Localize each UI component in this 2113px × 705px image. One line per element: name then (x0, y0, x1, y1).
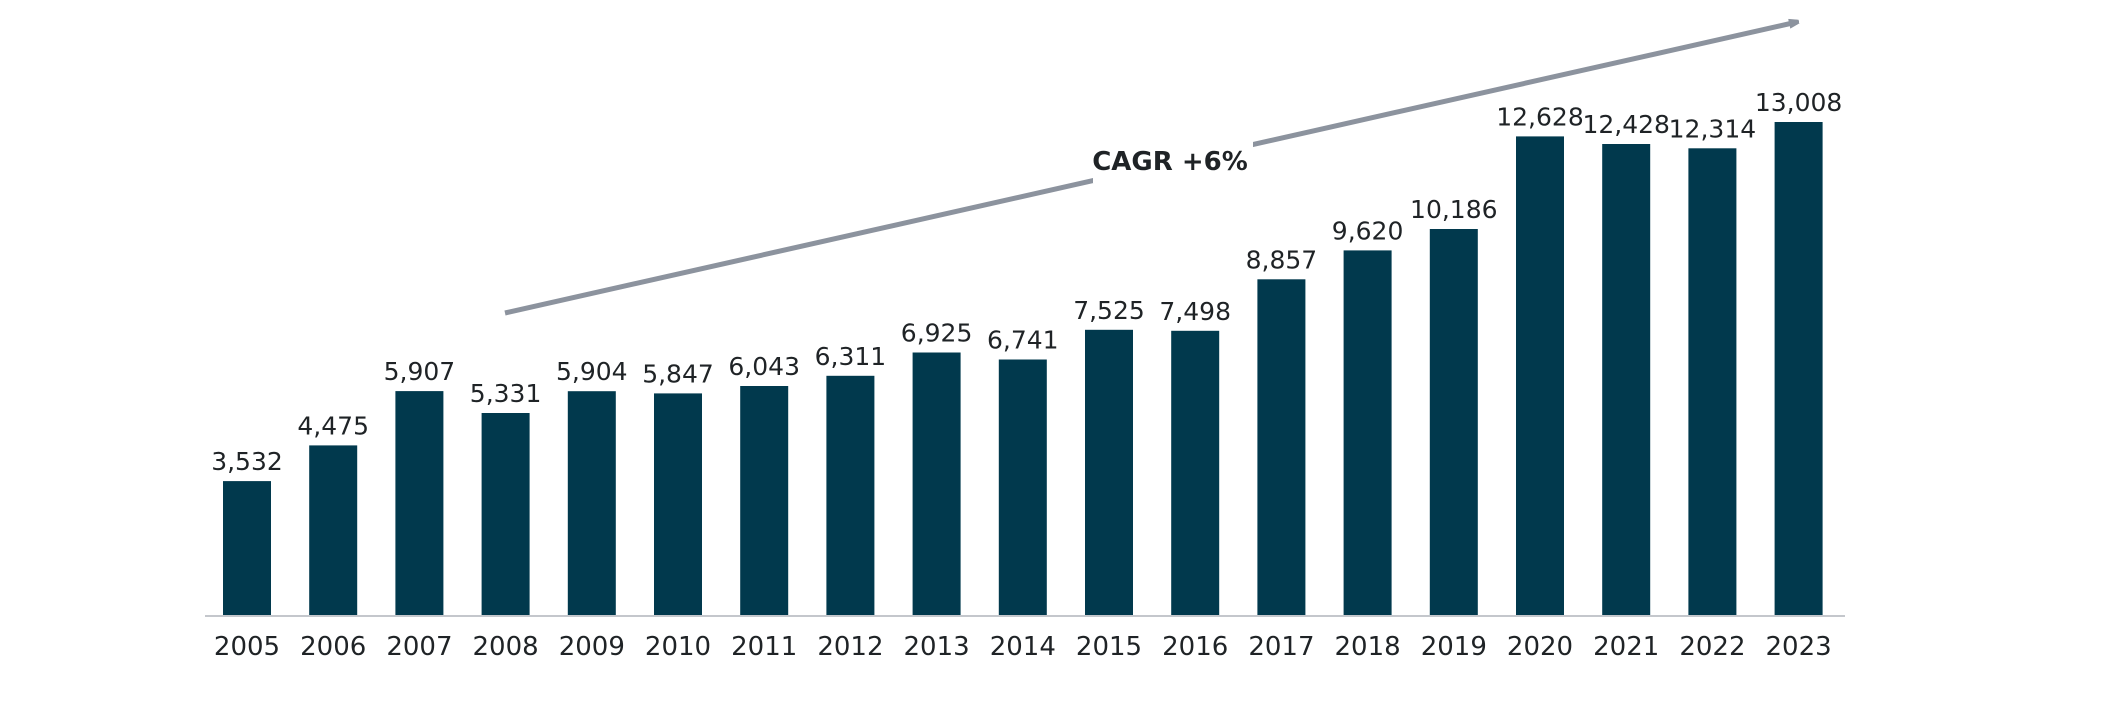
x-tick-2009: 2009 (559, 632, 625, 662)
bar-2023 (1774, 122, 1823, 615)
x-tick-2023: 2023 (1766, 632, 1832, 662)
value-label-2016: 7,498 (1159, 297, 1231, 326)
x-tick-2018: 2018 (1335, 632, 1401, 662)
x-tick-2017: 2017 (1248, 632, 1314, 662)
value-label-2014: 6,741 (987, 326, 1059, 355)
cagr-annotation: CAGR +6% (1092, 147, 1248, 177)
bar-2016 (1171, 330, 1220, 615)
bar-2018 (1343, 250, 1392, 615)
bar-2011 (740, 386, 789, 615)
x-tick-2007: 2007 (386, 632, 452, 662)
bar-2014 (998, 359, 1047, 615)
bar-2010 (654, 393, 702, 615)
x-tick-2005: 2005 (214, 632, 280, 662)
x-tick-2011: 2011 (731, 632, 797, 662)
value-label-2005: 3,532 (211, 447, 283, 476)
bars-layer (223, 122, 1823, 616)
x-tick-2022: 2022 (1679, 632, 1745, 662)
value-label-2018: 9,620 (1332, 216, 1404, 245)
bar-2021 (1602, 144, 1651, 615)
value-label-2013: 6,925 (901, 319, 973, 348)
annotation-background (1093, 133, 1253, 183)
value-label-2023: 13,008 (1755, 88, 1842, 117)
value-label-2015: 7,525 (1073, 296, 1145, 325)
bar-2020 (1516, 136, 1564, 615)
x-tick-2010: 2010 (645, 632, 711, 662)
bar-2013 (912, 352, 961, 615)
x-tick-2013: 2013 (904, 632, 970, 662)
x-tick-2014: 2014 (990, 632, 1056, 662)
bar-2005 (223, 481, 271, 615)
value-label-2012: 6,311 (815, 342, 887, 371)
bar-2017 (1257, 279, 1306, 615)
bar-2006 (309, 445, 358, 615)
value-labels-layer: 3,532 4,475 5,907 5,331 5,904 5,847 6,043 6,311… (211, 88, 1842, 476)
value-label-2009: 5,904 (556, 357, 628, 386)
x-axis-ticks: 2005 2006 2007 2008 2009 2010 2011 2012 2013 2014… (214, 632, 1832, 662)
bar-2008 (481, 413, 530, 615)
x-tick-2008: 2008 (473, 632, 539, 662)
value-label-2019: 10,186 (1410, 195, 1497, 224)
x-tick-2021: 2021 (1593, 632, 1659, 662)
x-tick-2019: 2019 (1421, 632, 1487, 662)
x-tick-2016: 2016 (1162, 632, 1228, 662)
bar-2009 (567, 391, 616, 615)
bar-2012 (826, 375, 875, 615)
value-label-2006: 4,475 (297, 411, 369, 440)
bar-2007 (395, 391, 444, 615)
x-tick-2015: 2015 (1076, 632, 1142, 662)
value-label-2020: 12,628 (1496, 102, 1583, 131)
value-label-2011: 6,043 (728, 352, 800, 381)
value-label-2022: 12,314 (1669, 114, 1756, 143)
x-tick-2006: 2006 (300, 632, 366, 662)
bar-2019 (1429, 229, 1478, 615)
bar-2022 (1688, 148, 1737, 616)
value-label-2008: 5,331 (470, 379, 542, 408)
value-label-2010: 5,847 (642, 359, 714, 388)
value-label-2017: 8,857 (1246, 245, 1318, 274)
x-tick-2020: 2020 (1507, 632, 1573, 662)
x-tick-2012: 2012 (817, 632, 883, 662)
value-label-2007: 5,907 (384, 357, 456, 386)
bar-2015 (1085, 329, 1133, 615)
value-label-2021: 12,428 (1582, 110, 1669, 139)
